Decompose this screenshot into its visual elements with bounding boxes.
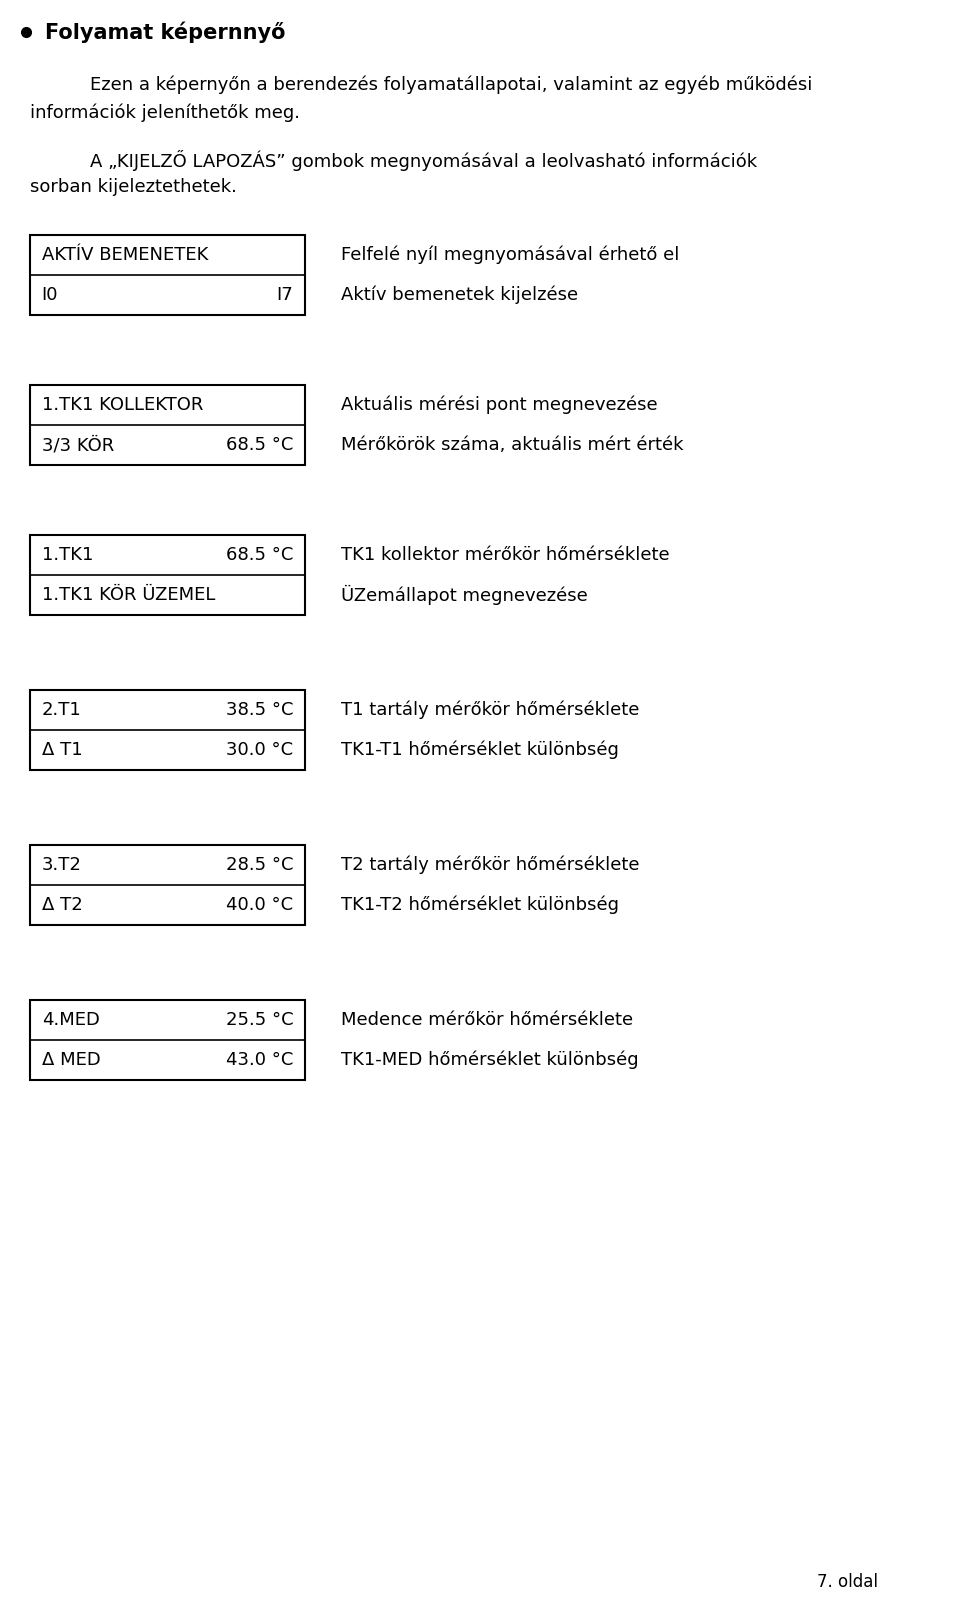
- Text: 1.TK1: 1.TK1: [41, 546, 93, 564]
- Text: 40.0 °C: 40.0 °C: [227, 897, 293, 914]
- Text: Δ T1: Δ T1: [41, 741, 83, 759]
- Text: 28.5 °C: 28.5 °C: [226, 857, 293, 874]
- Text: TK1-T1 hőmérséklet különbség: TK1-T1 hőmérséklet különbség: [341, 741, 618, 759]
- Text: A „KIJELZŐ LAPOZÁS” gombok megnyomásával a leolvasható információk: A „KIJELZŐ LAPOZÁS” gombok megnyomásával…: [90, 149, 757, 170]
- Text: 43.0 °C: 43.0 °C: [226, 1051, 293, 1069]
- Text: Medence mérőkör hőmérséklete: Medence mérőkör hőmérséklete: [341, 1011, 633, 1028]
- FancyBboxPatch shape: [31, 535, 304, 615]
- FancyBboxPatch shape: [31, 689, 304, 770]
- Text: Aktuális mérési pont megnevezése: Aktuális mérési pont megnevezése: [341, 395, 658, 415]
- Text: Felfelé nyíl megnyomásával érhető el: Felfelé nyíl megnyomásával érhető el: [341, 246, 679, 264]
- FancyBboxPatch shape: [31, 845, 304, 926]
- Text: 2.T1: 2.T1: [41, 701, 82, 718]
- Text: I0: I0: [41, 286, 59, 304]
- Text: Aktív bemenetek kijelzése: Aktív bemenetek kijelzése: [341, 286, 578, 304]
- Text: 7. oldal: 7. oldal: [817, 1573, 877, 1591]
- Text: Folyamat képernnyő: Folyamat képernnyő: [45, 21, 286, 43]
- Text: 1.TK1 KOLLEKTOR: 1.TK1 KOLLEKTOR: [41, 395, 203, 415]
- FancyBboxPatch shape: [31, 386, 304, 464]
- Text: Δ T2: Δ T2: [41, 897, 83, 914]
- Text: Ezen a képernyőn a berendezés folyamatállapotai, valamint az egyéb működési: Ezen a képernyőn a berendezés folyamatál…: [90, 76, 812, 93]
- Text: 68.5 °C: 68.5 °C: [226, 435, 293, 455]
- Text: T1 tartály mérőkör hőmérséklete: T1 tartály mérőkör hőmérséklete: [341, 701, 638, 720]
- Text: AKTÍV BEMENETEK: AKTÍV BEMENETEK: [41, 246, 208, 264]
- FancyBboxPatch shape: [31, 235, 304, 315]
- Text: 38.5 °C: 38.5 °C: [226, 701, 293, 718]
- FancyBboxPatch shape: [31, 1000, 304, 1080]
- Text: 3/3 KÖR: 3/3 KÖR: [41, 435, 114, 455]
- Text: TK1-T2 hőmérséklet különbség: TK1-T2 hőmérséklet különbség: [341, 895, 618, 914]
- Text: 3.T2: 3.T2: [41, 857, 82, 874]
- Text: I7: I7: [276, 286, 293, 304]
- Text: TK1-MED hőmérséklet különbség: TK1-MED hőmérséklet különbség: [341, 1051, 638, 1069]
- Text: sorban kijeleztethetek.: sorban kijeleztethetek.: [31, 178, 237, 196]
- Text: 30.0 °C: 30.0 °C: [227, 741, 293, 759]
- Text: Δ MED: Δ MED: [41, 1051, 101, 1069]
- Text: 4.MED: 4.MED: [41, 1011, 100, 1028]
- Text: TK1 kollektor mérőkör hőmérséklete: TK1 kollektor mérőkör hőmérséklete: [341, 546, 669, 564]
- Text: 1.TK1 KÖR ÜZEMEL: 1.TK1 KÖR ÜZEMEL: [41, 587, 215, 604]
- Text: T2 tartály mérőkör hőmérséklete: T2 tartály mérőkör hőmérséklete: [341, 857, 639, 874]
- Text: 25.5 °C: 25.5 °C: [226, 1011, 293, 1028]
- Text: 68.5 °C: 68.5 °C: [226, 546, 293, 564]
- Text: információk jeleníthetők meg.: információk jeleníthetők meg.: [31, 103, 300, 122]
- Text: ÜZemállapot megnevezése: ÜZemállapot megnevezése: [341, 585, 588, 606]
- Text: Mérőkörök száma, aktuális mért érték: Mérőkörök száma, aktuális mért érték: [341, 435, 683, 455]
